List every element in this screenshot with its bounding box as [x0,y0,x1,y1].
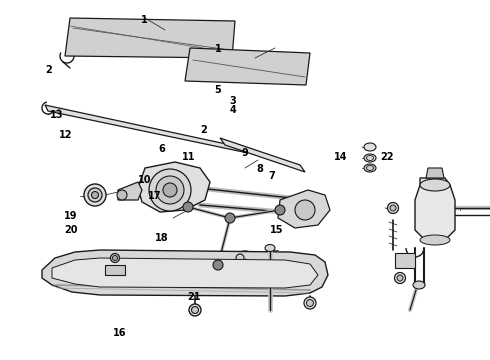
Text: 5: 5 [215,85,221,95]
Ellipse shape [364,143,376,151]
Ellipse shape [390,205,396,211]
Text: 9: 9 [242,148,248,158]
Text: 4: 4 [229,105,236,115]
Text: 8: 8 [256,164,263,174]
Polygon shape [118,182,142,200]
Text: 16: 16 [113,328,127,338]
Ellipse shape [295,200,315,220]
Ellipse shape [88,188,102,202]
Polygon shape [185,48,310,85]
Text: 22: 22 [380,152,394,162]
Ellipse shape [265,244,275,252]
Text: 10: 10 [138,175,151,185]
Circle shape [275,205,285,215]
Ellipse shape [111,253,120,262]
Text: 15: 15 [270,225,284,235]
Polygon shape [426,168,444,178]
Circle shape [225,213,235,223]
Ellipse shape [149,169,191,211]
Text: 11: 11 [182,152,196,162]
Text: 14: 14 [334,152,347,162]
Ellipse shape [189,304,201,316]
Ellipse shape [364,164,376,172]
Polygon shape [278,190,330,228]
Polygon shape [415,178,455,240]
Text: 7: 7 [269,171,275,181]
Ellipse shape [304,297,316,309]
Text: 21: 21 [187,292,200,302]
Ellipse shape [192,306,198,314]
Text: 3: 3 [229,96,236,106]
Ellipse shape [394,273,406,284]
Circle shape [213,260,223,270]
Polygon shape [45,105,248,153]
Ellipse shape [92,192,98,198]
Ellipse shape [163,183,177,197]
Ellipse shape [117,190,127,200]
Text: 12: 12 [59,130,73,140]
Text: 6: 6 [158,144,165,154]
Polygon shape [395,253,415,268]
Text: 19: 19 [64,211,78,221]
Text: 1: 1 [141,15,148,25]
Ellipse shape [84,184,106,206]
Ellipse shape [388,202,398,213]
Ellipse shape [364,154,376,162]
Ellipse shape [420,179,450,191]
Text: 17: 17 [147,191,161,201]
Polygon shape [65,18,235,58]
Text: 2: 2 [46,65,52,75]
Ellipse shape [307,300,314,306]
Ellipse shape [420,235,450,245]
Text: 20: 20 [64,225,78,235]
Ellipse shape [156,176,184,204]
Circle shape [183,202,193,212]
Polygon shape [52,258,318,288]
Ellipse shape [113,256,118,261]
Ellipse shape [413,281,425,289]
Text: 18: 18 [155,233,169,243]
Text: 1: 1 [215,44,221,54]
Polygon shape [220,138,305,172]
Polygon shape [42,250,328,296]
Polygon shape [138,162,210,212]
Text: 13: 13 [49,110,63,120]
Ellipse shape [236,254,244,262]
Text: 2: 2 [200,125,207,135]
Polygon shape [105,265,125,275]
Ellipse shape [397,275,403,281]
